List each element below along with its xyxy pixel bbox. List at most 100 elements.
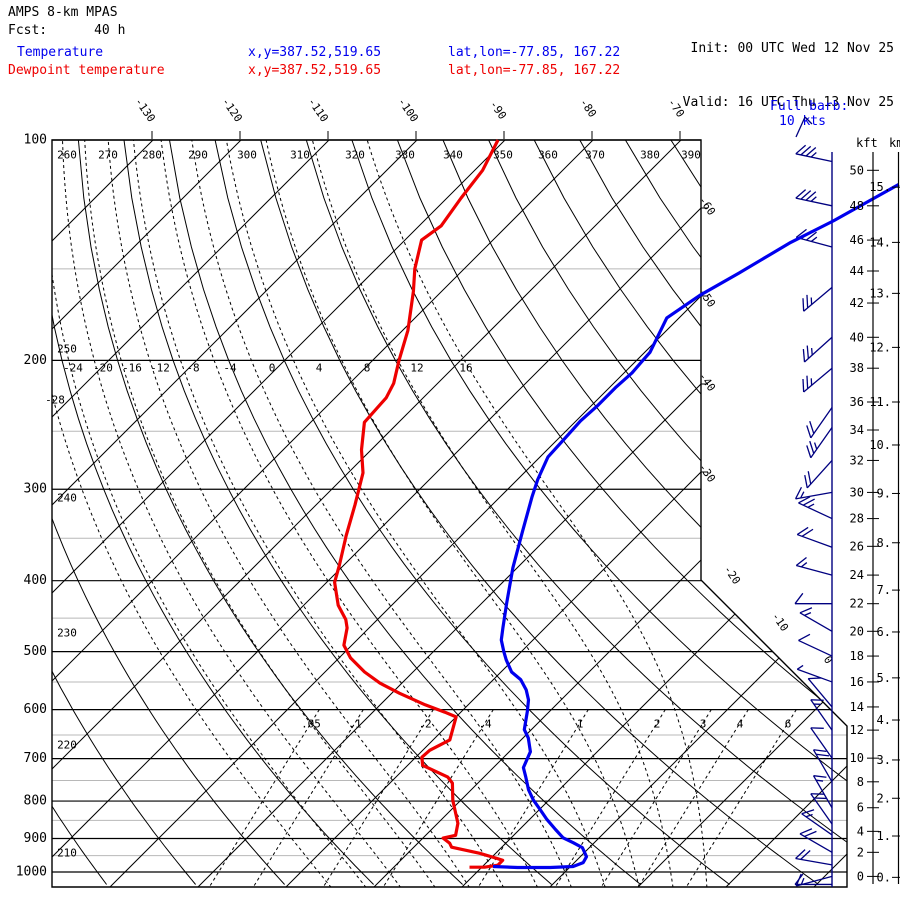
legend-dewpoint-label: Dewpoint temperature [8, 63, 165, 78]
svg-text:2.: 2. [877, 791, 891, 805]
svg-text:-80: -80 [577, 96, 599, 120]
svg-text:0: 0 [821, 654, 835, 667]
svg-text:390: 390 [681, 149, 701, 162]
svg-text:280: 280 [142, 149, 162, 162]
svg-text:900: 900 [24, 831, 47, 846]
svg-text:16: 16 [850, 675, 864, 689]
svg-text:34: 34 [850, 423, 864, 437]
svg-text:260: 260 [57, 149, 77, 162]
wind-barbs [794, 116, 833, 887]
svg-text:380: 380 [640, 149, 660, 162]
svg-text:6.: 6. [877, 625, 891, 639]
svg-text:300: 300 [24, 482, 47, 497]
svg-text:9.: 9. [877, 486, 891, 500]
svg-text:32: 32 [850, 453, 864, 467]
svg-text:18: 18 [850, 649, 864, 663]
svg-text:10: 10 [850, 751, 864, 765]
svg-text:4: 4 [857, 824, 864, 838]
svg-text:3: 3 [700, 718, 707, 731]
svg-text:38: 38 [850, 361, 864, 375]
svg-text:6: 6 [857, 801, 864, 815]
isotherms [52, 140, 847, 887]
svg-text:14: 14 [850, 700, 864, 714]
svg-text:-90: -90 [487, 98, 509, 122]
svg-text:240: 240 [57, 492, 77, 505]
svg-text:kft: kft [856, 136, 878, 150]
svg-text:5.: 5. [877, 671, 891, 685]
dry-adiabats [52, 140, 847, 885]
svg-text:-100: -100 [395, 95, 421, 124]
svg-text:46: 46 [850, 233, 864, 247]
svg-text:6: 6 [785, 718, 792, 731]
forecast-hour: Fcst: 40 h [8, 23, 126, 38]
svg-text:28: 28 [850, 512, 864, 526]
svg-text:1.: 1. [877, 829, 891, 843]
init-time: Init: 00 UTC Wed 12 Nov 25 [690, 41, 895, 56]
svg-text:30: 30 [850, 485, 864, 499]
svg-text:300: 300 [237, 149, 257, 162]
svg-text:.4: .4 [478, 718, 492, 731]
svg-text:50: 50 [850, 163, 864, 177]
svg-text:.1: .1 [348, 718, 361, 731]
pressure-axis-labels: 100 200 300 400 500 600 700 800 900 1000 [16, 133, 47, 880]
svg-text:310: 310 [290, 149, 310, 162]
svg-text:-20: -20 [721, 563, 743, 587]
svg-text:330: 330 [395, 149, 415, 162]
svg-text:-24: -24 [63, 362, 83, 375]
svg-text:270: 270 [98, 149, 118, 162]
svg-text:14.: 14. [869, 235, 891, 249]
svg-text:-70: -70 [665, 96, 687, 120]
svg-text:44: 44 [850, 264, 864, 278]
svg-text:370: 370 [585, 149, 605, 162]
svg-text:40: 40 [850, 330, 864, 344]
pressure-lines-major [52, 139, 847, 873]
svg-text:8: 8 [364, 362, 371, 375]
svg-text:15.: 15. [869, 180, 891, 194]
svg-text:600: 600 [24, 702, 47, 717]
legend-temperature-latlon: lat,lon=-77.85, 167.22 [448, 45, 621, 60]
svg-text:3.: 3. [877, 753, 891, 767]
svg-text:-20: -20 [93, 362, 113, 375]
svg-text:250: 250 [57, 343, 77, 356]
plot-outline [51, 139, 848, 888]
valid-time: Valid: 16 UTC Thu 13 Nov 25 [682, 95, 894, 110]
svg-text:4: 4 [316, 362, 323, 375]
svg-text:1000: 1000 [16, 864, 47, 879]
svg-text:-40: -40 [696, 370, 718, 394]
svg-text:16: 16 [459, 362, 472, 375]
legend-temperature-xy: x,y=387.52,519.65 [248, 45, 382, 60]
svg-text:.2: .2 [418, 718, 431, 731]
mixing-ratio-labels: .05 .1 .2 .4 1 2 3 4 6 [301, 718, 791, 731]
moist-adiabats [52, 140, 708, 887]
svg-text:13.: 13. [869, 286, 891, 300]
kft-axis: kft5048464442403836343230282624222018161… [850, 136, 879, 884]
svg-text:km: km [889, 136, 900, 150]
svg-text:26: 26 [850, 539, 864, 553]
svg-text:-120: -120 [219, 95, 245, 124]
svg-text:220: 220 [57, 739, 77, 752]
svg-text:4: 4 [737, 718, 744, 731]
svg-text:22: 22 [850, 597, 864, 611]
svg-text:8: 8 [857, 775, 864, 789]
svg-text:0.: 0. [877, 870, 891, 884]
svg-text:400: 400 [24, 573, 47, 588]
svg-text:230: 230 [57, 627, 77, 640]
svg-text:12: 12 [850, 723, 864, 737]
full-barb-legend: Full barb: 10 kts [770, 99, 849, 129]
legend-dewpoint-xy: x,y=387.52,519.65 [248, 63, 382, 78]
svg-text:340: 340 [443, 149, 463, 162]
svg-text:210: 210 [57, 847, 77, 860]
svg-text:-12: -12 [150, 362, 170, 375]
svg-text:12: 12 [410, 362, 423, 375]
svg-text:4.: 4. [877, 713, 891, 727]
km-axis: km 15. 14. 13. 12. 11. 10. 9. 8. 7. 6. 5. 4. 3. 2. 1. 0. [869, 136, 900, 884]
svg-text:7.: 7. [877, 583, 891, 597]
svg-text:-130: -130 [132, 95, 158, 124]
moist-adiabat-labels: -24 -20 -16 -12 -8 -4 0 4 8 12 16 -28 [45, 362, 473, 407]
svg-text:350: 350 [493, 149, 513, 162]
temperature-curve [492, 183, 900, 870]
svg-text:48: 48 [850, 199, 864, 213]
svg-text:-4: -4 [223, 362, 237, 375]
svg-text:8.: 8. [877, 536, 891, 550]
